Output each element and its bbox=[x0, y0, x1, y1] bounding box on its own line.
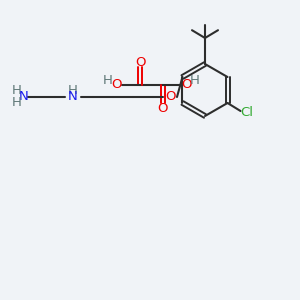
Text: O: O bbox=[135, 56, 145, 68]
Text: N: N bbox=[68, 91, 78, 103]
Text: Cl: Cl bbox=[240, 106, 253, 119]
Text: N: N bbox=[19, 91, 29, 103]
Text: O: O bbox=[165, 91, 175, 103]
Text: O: O bbox=[111, 79, 121, 92]
Text: O: O bbox=[182, 79, 192, 92]
Text: H: H bbox=[190, 74, 200, 86]
Text: H: H bbox=[68, 85, 78, 98]
Text: H: H bbox=[12, 97, 22, 110]
Text: H: H bbox=[103, 74, 113, 86]
Text: O: O bbox=[158, 101, 168, 115]
Text: H: H bbox=[12, 85, 22, 98]
